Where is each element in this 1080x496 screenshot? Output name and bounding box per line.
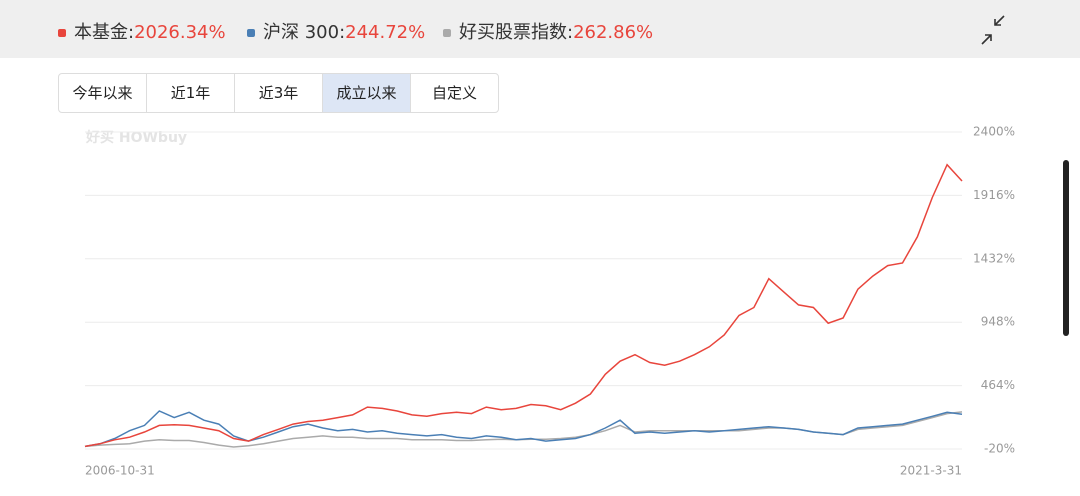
collapse-icon[interactable] [978,12,1018,48]
legend-swatch [443,29,451,37]
series-line [84,163,963,448]
range-button[interactable]: 今年以来 [59,74,147,112]
y-tick-label: 2400% [973,125,1015,139]
y-tick-label: 464% [981,378,1015,392]
legend-sep: : [339,22,346,43]
range-button[interactable]: 近1年 [147,74,235,112]
y-tick-label: -20% [984,442,1015,456]
legend-name: 沪深 300 [263,22,340,43]
legend-value: 262.86% [573,22,654,43]
x-tick-label: 2021-3-31 [900,464,962,478]
range-buttons: 今年以来 近1年 近3年 成立以来 自定义 [58,73,499,113]
legend-item: 好买股票指数:262.86% [443,18,653,44]
watermark: 好买 HOWbuy [85,129,187,146]
y-tick-label: 1432% [973,251,1015,265]
range-button[interactable]: 成立以来 [323,74,411,112]
legend-swatch [58,29,66,37]
legend-value: 2026.34% [134,22,226,43]
y-tick-label: 948% [981,315,1015,329]
legend-value: 244.72% [345,22,426,43]
y-tick-label: 1916% [973,188,1015,202]
legend-sep: : [128,22,135,43]
legend-name: 好买股票指数 [459,22,567,43]
legend-sep: : [567,22,574,43]
legend-item: 沪深 300:244.72% [247,18,425,44]
legend-item: 本基金:2026.34% [58,18,226,44]
range-button[interactable]: 自定义 [431,84,477,102]
legend-name: 本基金 [74,22,128,43]
x-tick-label: 2006-10-31 [85,464,155,478]
scrollbar[interactable] [1063,160,1069,336]
series-line [84,410,963,448]
legend-swatch [247,29,255,37]
range-button[interactable]: 近3年 [235,74,323,112]
legend-bar: 本基金:2026.34% 沪深 300:244.72% 好买股票指数:262.86% [0,0,1080,58]
series-line [84,411,963,448]
